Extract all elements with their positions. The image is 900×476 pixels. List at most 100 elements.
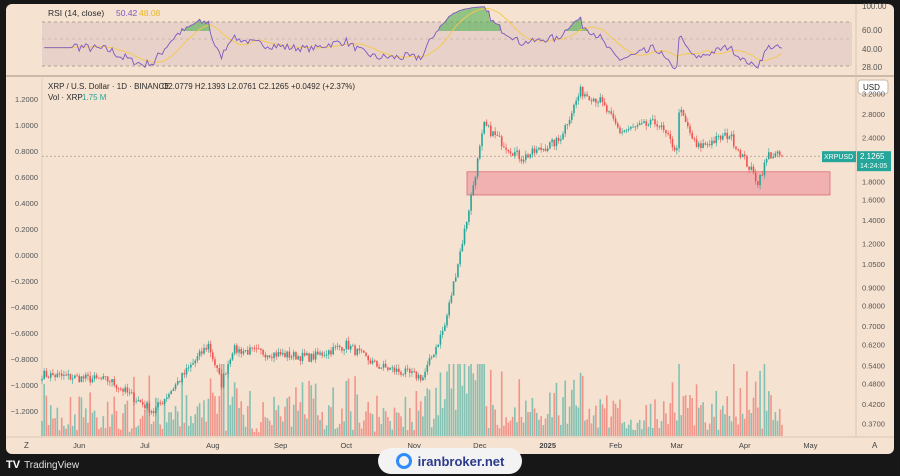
candle-body [446,315,448,326]
volume-bar [146,402,148,436]
candle-body [544,148,547,152]
candle-body [402,374,405,375]
candle-body [514,151,516,156]
left-axis-label: −0.4000 [11,303,38,312]
candle-body [485,121,488,126]
candle-body [538,147,540,150]
left-axis-label: −0.6000 [11,329,38,338]
corner-auto-left[interactable]: Z [24,441,29,450]
volume-bar [314,383,317,436]
candle-body [376,360,378,367]
volume-bar [255,428,258,436]
candle-body [214,359,216,366]
volume-bar [746,371,748,436]
candle-body [619,127,621,133]
volume-bar [174,406,177,436]
candle-body [763,162,766,176]
watermark: iranbroker.net [378,448,522,474]
candle-body [371,360,374,364]
candle-body [172,389,175,391]
volume-bar [757,407,759,436]
volume-bar [525,400,527,436]
volume-bar [65,428,67,436]
candle-body [623,130,626,132]
candle-body [704,143,707,145]
candle-body [448,302,450,316]
volume-bar [341,408,343,436]
candle-body [264,354,267,358]
candle-body [194,360,197,364]
candle-body [680,109,683,113]
volume-bar [446,371,448,436]
candle-body [98,377,100,379]
volume-label[interactable]: Vol · XRP [48,93,83,102]
volume-bar [441,408,444,436]
candle-body [336,345,339,347]
volume-bar [384,411,387,436]
candle-body [581,86,584,97]
volume-bar [424,396,426,436]
candle-body [128,392,131,394]
support-zone[interactable] [466,171,831,196]
candle-body [562,133,564,140]
candle-body [58,373,61,375]
volume-bar [363,420,365,436]
volume-bar [496,424,499,436]
candle-body [430,357,433,359]
volume-bar [413,429,415,436]
symbol-title[interactable]: XRP / U.S. Dollar · 1D · BINANCE [48,82,170,91]
volume-bar [411,421,413,436]
volume-bar [128,431,131,436]
volume-bar [616,408,619,436]
candle-body [306,353,308,356]
volume-bar [437,415,440,436]
volume-bar [299,402,302,436]
candle-body [338,345,341,348]
volume-bar [514,407,516,436]
volume-bar [306,418,308,436]
volume-bar [535,412,538,436]
volume-bar [476,364,479,436]
candle-body [84,374,87,379]
price-axis-label: 1.8000 [862,178,885,187]
volume-bar [735,416,737,436]
volume-bar [702,402,704,436]
candle-body [317,351,319,355]
volume-bar [295,387,297,436]
volume-bar [100,427,102,436]
price-axis-label: 1.6000 [862,196,885,205]
candle-body [332,346,334,355]
candle-body [398,368,400,373]
volume-bar [479,364,481,436]
candle-body [41,379,43,381]
candle-body [757,181,759,186]
candle-body [735,146,737,149]
volume-bar [465,393,468,436]
left-axis-label: −1.0000 [11,381,38,390]
candle-body [312,353,315,360]
volume-bar [56,407,59,436]
rsi-tick-28: 28.00 [862,63,883,72]
candle-body [627,128,630,130]
candle-body [719,135,722,140]
candle-body [49,373,52,378]
currency-button[interactable] [857,79,889,95]
candle-body [76,375,78,377]
candle-body [739,149,742,158]
volume-bar [334,428,337,436]
volume-bar [187,425,190,436]
volume-bar [273,396,275,436]
corner-auto-right[interactable]: A [872,441,878,450]
candle-body [509,151,512,154]
candle-body [470,194,472,211]
candle-body [343,349,345,351]
volume-bar [693,425,696,436]
candle-body [87,374,89,376]
price-axis-label: 3.2000 [862,90,885,99]
time-axis-label: Jun [73,441,85,450]
candle-body [303,352,306,356]
volume-bar [662,401,665,436]
candle-body [636,125,639,127]
volume-bar [286,398,288,436]
candle-body [363,350,365,353]
